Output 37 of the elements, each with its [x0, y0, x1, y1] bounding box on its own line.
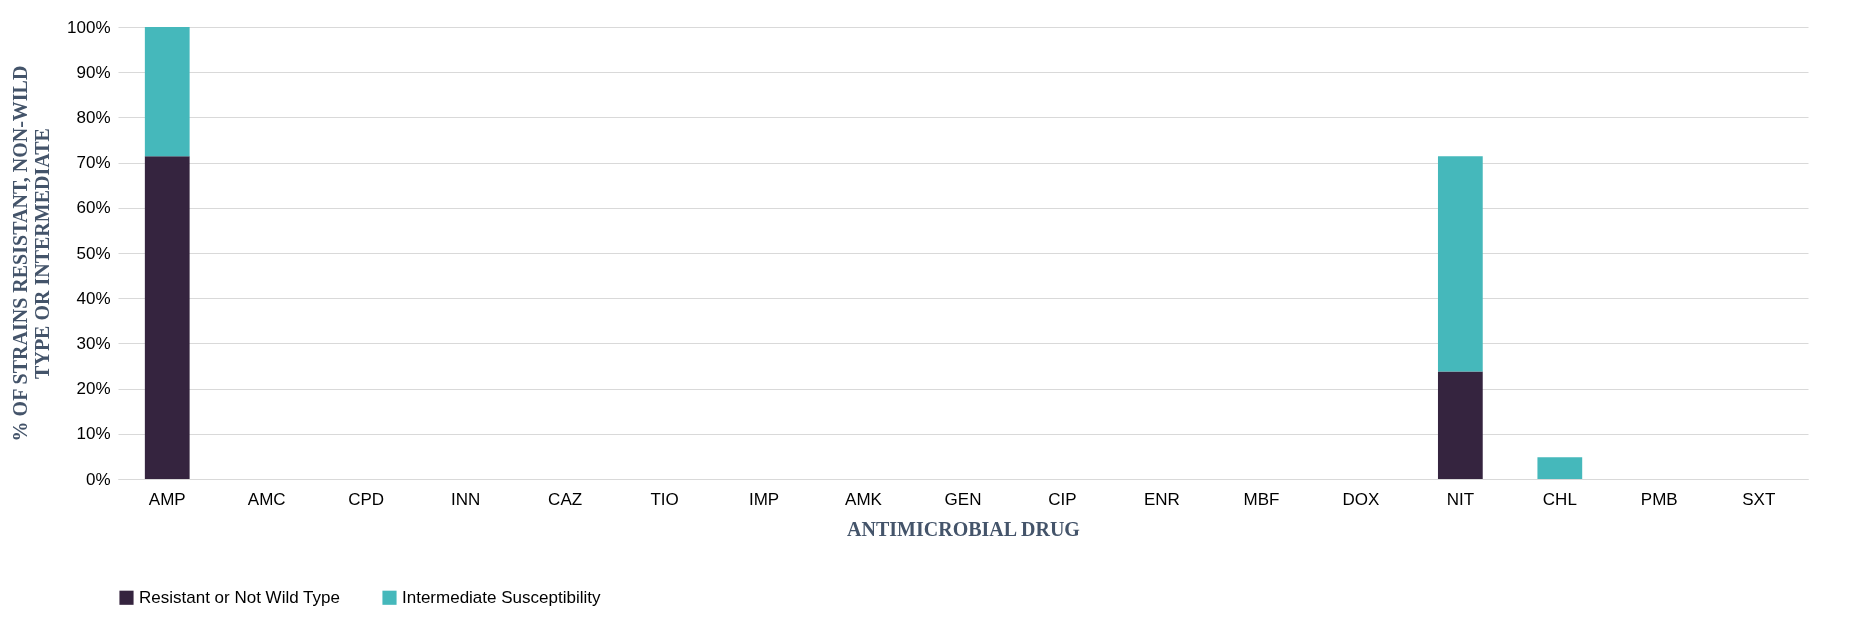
- bar: [1537, 457, 1583, 479]
- bar: [1437, 156, 1483, 372]
- y-tick-label: 90%: [76, 62, 111, 82]
- x-tick-label: IMP: [748, 489, 780, 509]
- legend-label: Intermediate Susceptibility: [402, 587, 601, 607]
- y-tick-label: 80%: [76, 107, 111, 127]
- bar: [144, 156, 190, 479]
- y-tick-label: 50%: [76, 243, 111, 263]
- x-tick-label: CHL: [1542, 489, 1577, 509]
- legend-label: Resistant or Not Wild Type: [139, 587, 340, 607]
- x-tick-label: SXT: [1742, 489, 1776, 509]
- bar: [1437, 371, 1483, 479]
- x-tick-label: CAZ: [548, 489, 583, 509]
- x-axis-title: ANTIMICROBIAL DRUG: [847, 517, 1081, 540]
- y-tick-label: 70%: [76, 153, 111, 173]
- x-tick-label: GEN: [944, 489, 982, 509]
- x-tick-label: AMC: [247, 489, 286, 509]
- x-tick-label: MBF: [1243, 489, 1280, 509]
- y-tick-label: 0%: [85, 469, 111, 489]
- y-tick-label: 10%: [76, 424, 111, 444]
- y-tick-label: 40%: [76, 288, 111, 308]
- y-tick-label: 30%: [76, 333, 111, 353]
- x-tick-label: CPD: [348, 489, 385, 509]
- x-tick-label: NIT: [1446, 489, 1475, 509]
- bar: [144, 27, 190, 157]
- x-tick-label: ENR: [1143, 489, 1180, 509]
- y-tick-label: 100%: [67, 17, 111, 37]
- x-tick-label: PMB: [1640, 489, 1678, 509]
- y-tick-label: 60%: [76, 198, 111, 218]
- x-tick-label: INN: [451, 489, 481, 509]
- x-tick-label: AMP: [148, 489, 186, 509]
- x-tick-label: CIP: [1048, 489, 1077, 509]
- y-axis-title: % OF STRAINS RESISTANT, NON-WILD TYPE OR INTERMEDIATE: [9, 65, 54, 442]
- x-tick-label: AMK: [845, 489, 883, 509]
- x-tick-label: DOX: [1342, 489, 1380, 509]
- x-tick-label: TIO: [650, 489, 679, 509]
- y-tick-label: 20%: [76, 379, 111, 399]
